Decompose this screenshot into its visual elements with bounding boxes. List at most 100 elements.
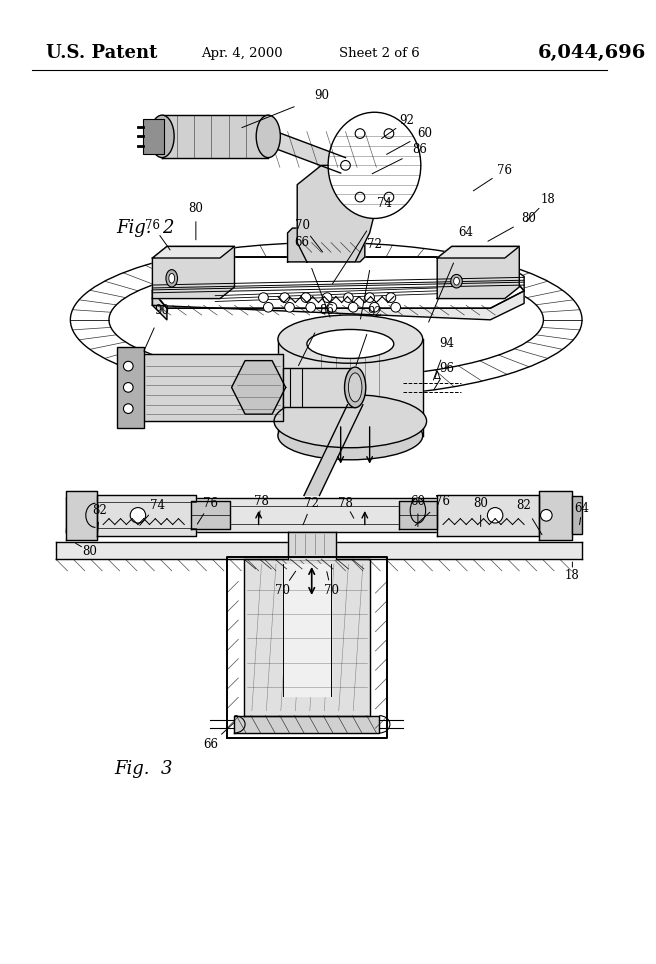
Text: 82: 82 (517, 498, 531, 512)
Circle shape (322, 293, 332, 303)
Ellipse shape (307, 330, 394, 359)
Text: 94: 94 (440, 337, 455, 351)
Text: U.S. Patent: U.S. Patent (46, 44, 157, 63)
Text: 90: 90 (314, 90, 329, 102)
Bar (573, 496, 582, 534)
Circle shape (384, 192, 394, 201)
Text: 78: 78 (338, 496, 353, 510)
Ellipse shape (150, 115, 174, 158)
Polygon shape (97, 495, 196, 536)
Text: 74: 74 (377, 198, 392, 210)
Polygon shape (437, 247, 520, 258)
Circle shape (301, 293, 311, 303)
Circle shape (355, 192, 365, 201)
Text: 76: 76 (145, 219, 160, 231)
Polygon shape (162, 115, 268, 158)
Circle shape (123, 404, 133, 414)
Circle shape (285, 303, 295, 312)
Polygon shape (152, 257, 524, 320)
Text: 64: 64 (459, 227, 474, 239)
Circle shape (130, 508, 146, 523)
Circle shape (386, 293, 396, 303)
Text: 76: 76 (434, 495, 449, 508)
Polygon shape (191, 501, 230, 529)
Circle shape (355, 129, 365, 139)
Polygon shape (234, 715, 379, 733)
Text: Δ: Δ (434, 371, 441, 381)
Polygon shape (304, 405, 363, 495)
Text: Fig.  2: Fig. 2 (117, 219, 175, 237)
Text: 74: 74 (150, 498, 165, 512)
Text: 60: 60 (411, 495, 425, 508)
Polygon shape (283, 564, 331, 696)
Circle shape (541, 510, 552, 522)
Circle shape (340, 161, 350, 171)
Polygon shape (399, 501, 437, 529)
Polygon shape (66, 491, 97, 540)
Ellipse shape (278, 315, 422, 363)
Text: 72: 72 (367, 238, 382, 251)
Bar (117, 347, 144, 428)
Text: 70: 70 (295, 219, 310, 231)
Polygon shape (56, 542, 582, 559)
Text: 92: 92 (367, 306, 382, 318)
Ellipse shape (328, 112, 420, 219)
Ellipse shape (274, 394, 426, 447)
Polygon shape (297, 166, 379, 262)
Ellipse shape (451, 275, 462, 288)
Circle shape (391, 303, 401, 312)
Circle shape (384, 129, 394, 139)
Polygon shape (539, 491, 573, 540)
Text: 76: 76 (497, 164, 512, 176)
Polygon shape (152, 247, 234, 258)
Circle shape (123, 362, 133, 371)
Polygon shape (437, 247, 520, 299)
Polygon shape (287, 532, 336, 559)
Ellipse shape (410, 498, 426, 523)
Circle shape (264, 303, 273, 312)
Text: 92: 92 (399, 115, 414, 127)
Text: 64: 64 (575, 501, 590, 515)
Ellipse shape (278, 412, 422, 460)
Text: Apr. 4, 2000: Apr. 4, 2000 (201, 47, 283, 60)
Circle shape (365, 293, 375, 303)
Polygon shape (264, 128, 346, 174)
Ellipse shape (70, 243, 582, 397)
Circle shape (487, 508, 503, 523)
Polygon shape (152, 257, 524, 308)
Text: Sheet 2 of 6: Sheet 2 of 6 (339, 47, 420, 60)
Polygon shape (244, 559, 369, 715)
Text: 70: 70 (276, 583, 290, 597)
Polygon shape (283, 368, 355, 407)
Text: 66: 66 (203, 738, 218, 751)
Text: 96: 96 (440, 362, 455, 375)
Circle shape (346, 430, 354, 438)
Text: 86: 86 (319, 304, 334, 316)
Circle shape (258, 293, 268, 303)
Polygon shape (66, 498, 577, 532)
Ellipse shape (348, 373, 362, 402)
Text: 18: 18 (565, 569, 580, 582)
Text: 82: 82 (92, 504, 107, 518)
Polygon shape (143, 354, 283, 421)
Text: 70: 70 (323, 583, 338, 597)
Text: 60: 60 (417, 127, 432, 140)
Text: 80: 80 (522, 212, 537, 225)
Polygon shape (437, 495, 539, 536)
Ellipse shape (169, 274, 174, 283)
Text: 80: 80 (82, 545, 97, 558)
Polygon shape (232, 361, 285, 415)
Polygon shape (278, 339, 422, 436)
Ellipse shape (344, 367, 366, 408)
Circle shape (344, 293, 353, 303)
Polygon shape (152, 247, 234, 299)
Text: 78: 78 (254, 495, 269, 508)
Text: 86: 86 (413, 144, 427, 156)
Text: 72: 72 (304, 496, 319, 510)
Text: 90: 90 (155, 304, 169, 316)
Polygon shape (152, 291, 167, 320)
Circle shape (369, 303, 379, 312)
Circle shape (348, 303, 358, 312)
Circle shape (123, 383, 133, 392)
Text: 80: 80 (473, 496, 488, 510)
